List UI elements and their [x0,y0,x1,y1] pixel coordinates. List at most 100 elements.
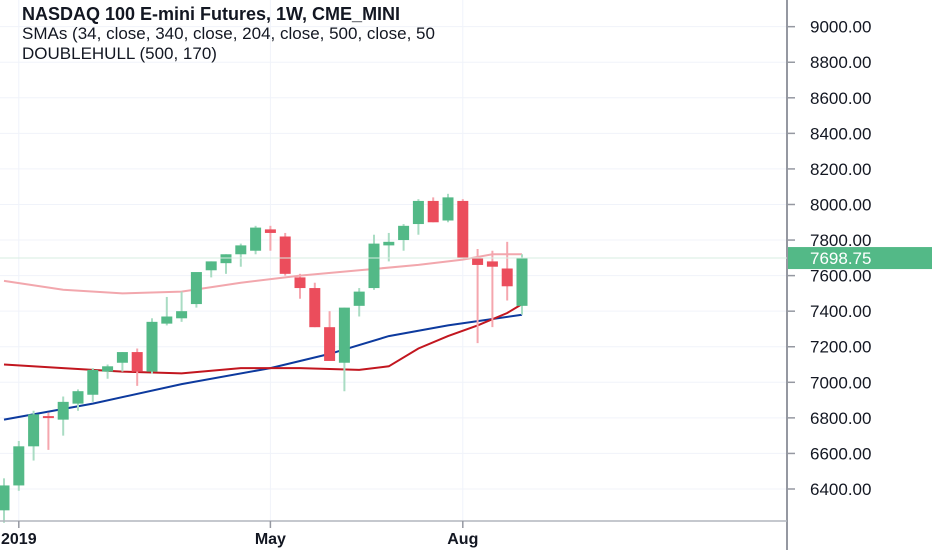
candle-up [57,396,69,436]
candle-down [309,282,321,328]
candle-down [131,348,143,386]
candle-body [383,241,395,246]
candle-body [412,200,424,225]
y-tick-label: 6400.00 [810,480,871,499]
candle-body [235,245,247,255]
candle-up [161,296,173,326]
candle-down [486,250,498,328]
candle-up [442,193,454,223]
candle-body [220,254,232,264]
candle-down [427,197,439,223]
candle-up [338,307,350,392]
candle-down [501,241,513,301]
candle-body [398,225,410,241]
candle-down [42,412,54,450]
candle-body [279,236,291,274]
candle-body [264,229,276,233]
candle-body [457,200,469,258]
candle-body [353,291,365,306]
sma-indicator-label[interactable]: SMAs (34, close, 340, close, 204, close,… [22,24,435,43]
candle-down [279,232,291,276]
candle-body [324,327,336,361]
candle-up [0,478,10,523]
sma-line [3,313,523,421]
candles [0,193,528,523]
symbol-title[interactable]: NASDAQ 100 E-mini Futures, 1W, CME_MINI [22,4,401,24]
candle-body [176,311,188,319]
candle-body [190,272,202,305]
candle-body [309,288,321,328]
candle-body [57,401,69,420]
candle-up [516,254,528,315]
candle-body [0,485,10,511]
candle-body [13,446,25,486]
candle-body [161,316,173,324]
x-tick-label: May [255,531,286,548]
candle-up [72,389,84,411]
candle-body [72,391,84,404]
candle-body [250,227,262,251]
candle-body [368,243,380,289]
y-tick-label: 8200.00 [810,160,871,179]
grid [0,0,787,521]
candle-up [368,234,380,290]
y-tick-label: 6800.00 [810,409,871,428]
candle-up [353,288,365,317]
candle-body [146,321,158,372]
candle-body [501,268,513,287]
candle-up [398,224,410,251]
chart-legend: NASDAQ 100 E-mini Futures, 1W, CME_MINI … [22,4,785,64]
candle-up [412,199,424,235]
y-tick-label: 8800.00 [810,53,871,72]
y-tick-label: 8400.00 [810,124,871,143]
candle-body [87,369,99,395]
candle-body [486,261,498,267]
candle-up [250,225,262,255]
candle-up [13,440,25,491]
candle-body [442,197,454,221]
candle-body [338,307,350,363]
candle-down [324,311,336,361]
doublehull-indicator-label[interactable]: DOUBLEHULL (500, 170) [22,44,217,63]
candle-up [116,352,128,372]
candle-body [42,416,54,419]
candle-body [472,257,484,265]
candle-body [116,352,128,363]
y-tick-label: 7400.00 [810,302,871,321]
candle-up [205,261,217,278]
last-price-marker: 7698.75 [0,247,932,270]
x-tick-label: Aug [447,531,478,548]
y-tick-label: 8600.00 [810,89,871,108]
sma-line [3,253,522,295]
candle-body [516,258,528,306]
price-axis[interactable]: 6400.00 6600.00 6800.00 7000.00 7200.00 7400.… [787,18,871,499]
y-tick-label: 7000.00 [810,373,871,392]
y-tick-label: 7800.00 [810,231,871,250]
candle-body [102,366,114,372]
candle-down [472,248,484,344]
y-tick-label: 8000.00 [810,195,871,214]
candle-up [87,368,99,402]
candle-body [131,352,143,372]
candle-body [294,277,306,289]
last-price-badge [788,247,932,270]
sma-line [3,303,523,375]
time-axis[interactable]: 2019 May Aug [1,521,478,548]
candle-up [146,318,158,374]
x-tick-label: 2019 [1,531,37,548]
candle-up [220,254,232,274]
y-tick-label: 7200.00 [810,338,871,357]
candle-up [235,243,247,267]
last-price-label: 7698.75 [810,249,871,268]
y-tick-label: 9000.00 [810,18,871,37]
y-tick-label: 7600.00 [810,267,871,286]
candle-up [102,364,114,379]
candle-up [383,232,395,262]
candle-down [457,199,469,258]
y-tick-label: 6600.00 [810,444,871,463]
candle-up [176,291,188,322]
candle-down [294,273,306,299]
candle-up [190,272,202,308]
candle-body [205,261,217,271]
